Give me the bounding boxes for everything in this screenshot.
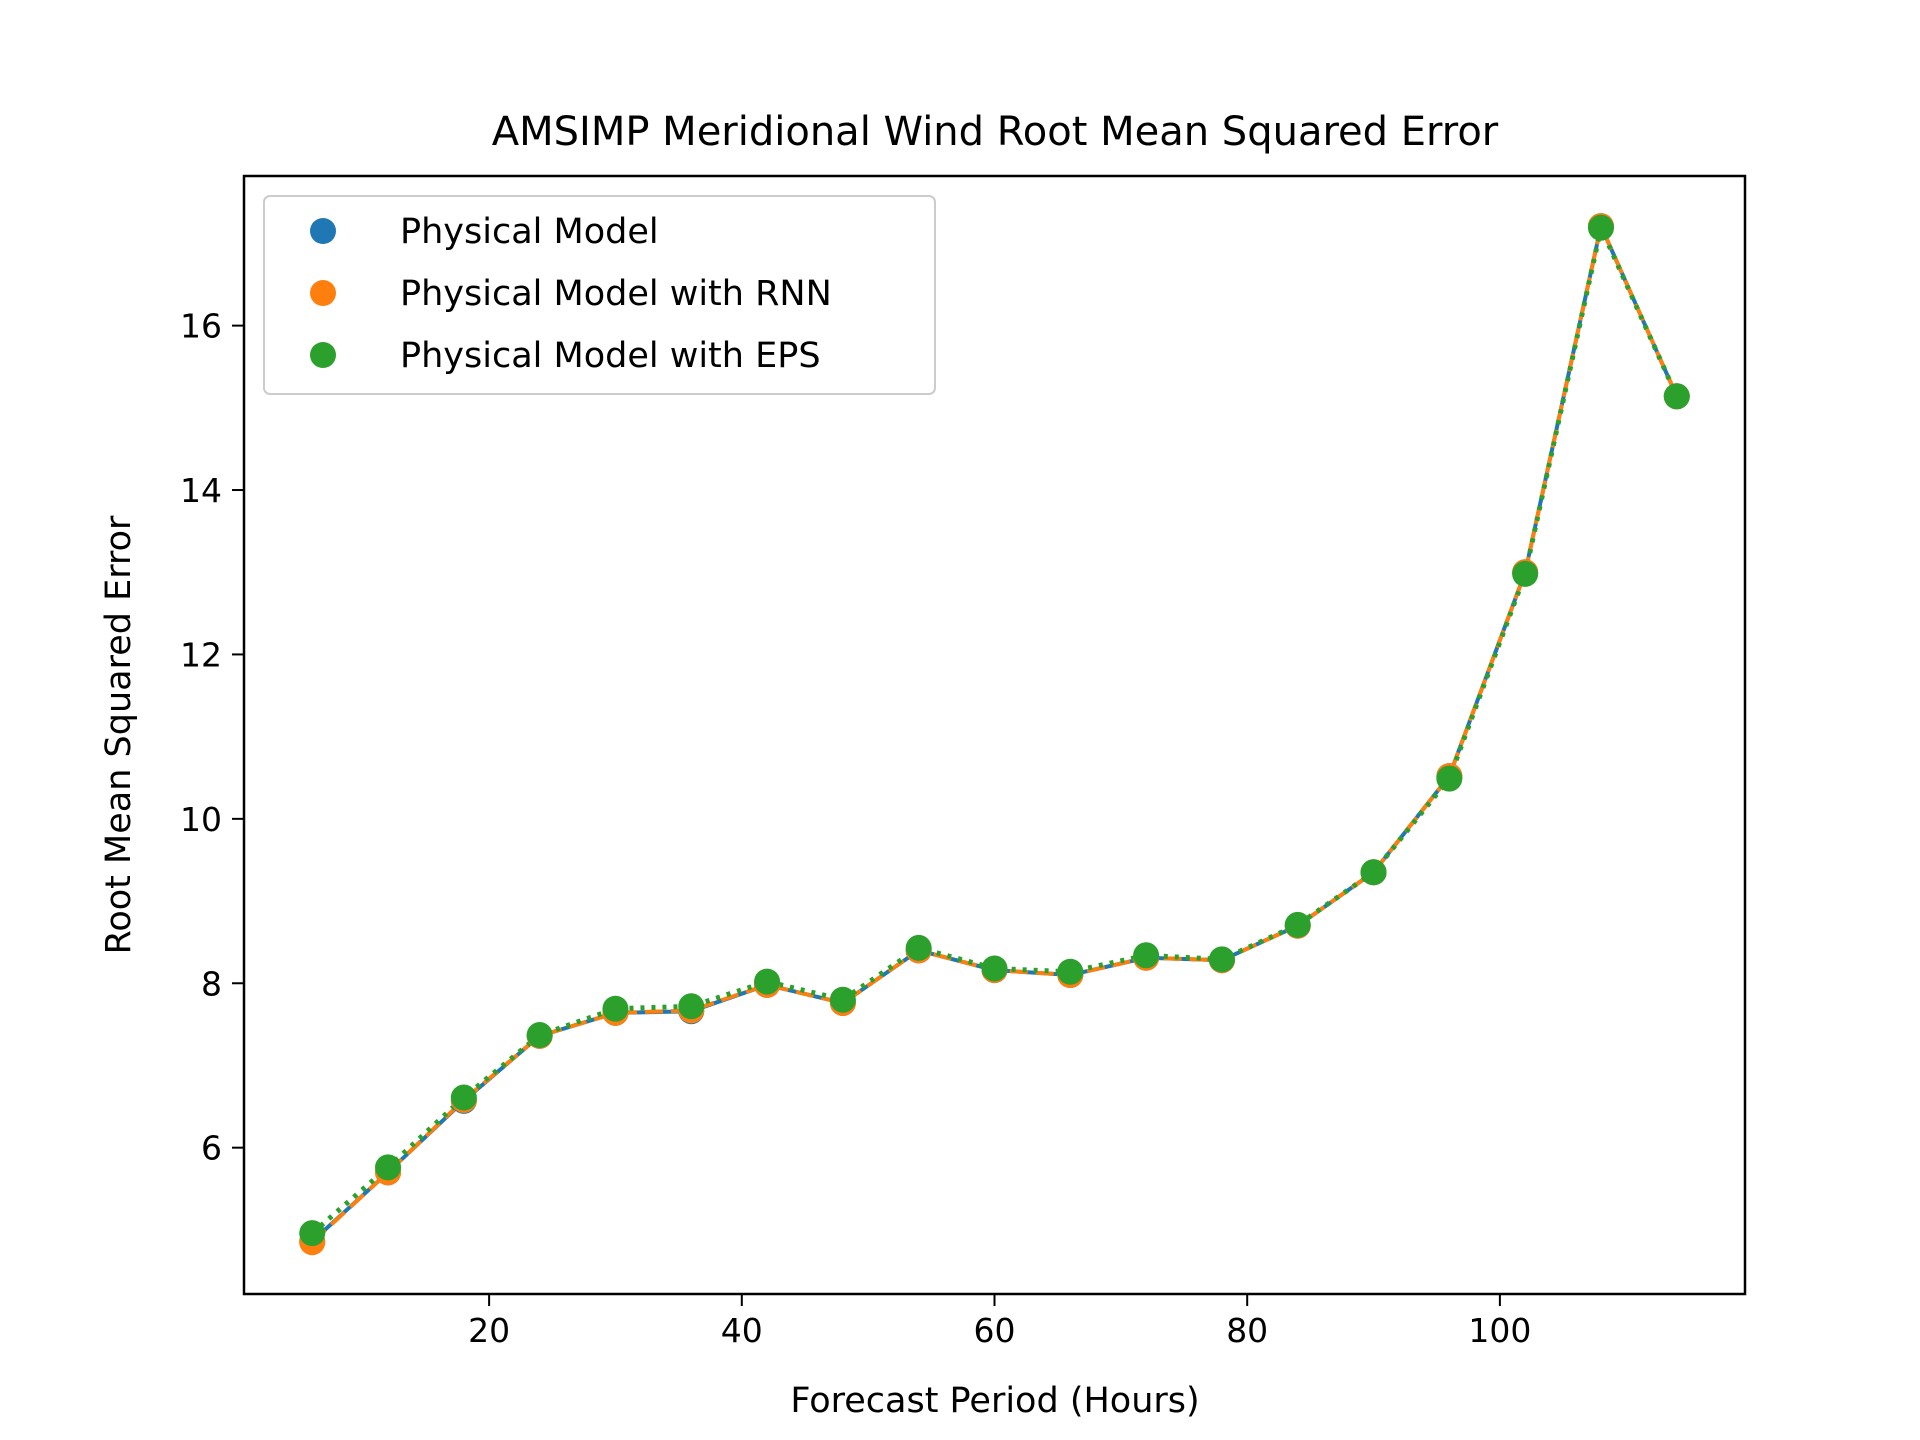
x-axis-ticks: 20 40 60 80 100 (468, 1294, 1531, 1350)
series-3-point (829, 986, 856, 1013)
series-3-point (981, 955, 1008, 982)
series-3-point (1208, 946, 1235, 973)
y-tick-label: 6 (201, 1129, 222, 1168)
y-axis-ticks: 6 8 10 12 14 16 (180, 307, 244, 1168)
x-tick-label: 20 (468, 1311, 510, 1350)
series-3-point (1360, 859, 1387, 886)
legend-label: Physical Model with RNN (400, 274, 832, 314)
y-tick-label: 10 (180, 800, 222, 839)
y-tick-label: 16 (180, 307, 222, 346)
x-tick-label: 40 (721, 1311, 763, 1350)
x-tick-label: 60 (974, 1311, 1016, 1350)
series-3-point (1133, 942, 1160, 969)
series-3-point (1057, 958, 1084, 985)
series-3-point (1663, 383, 1690, 410)
legend: Physical Model Physical Model with RNN Phy… (263, 195, 936, 395)
series-3-point (1284, 911, 1311, 938)
series-3-point (1512, 560, 1539, 587)
legend-label: Physical Model (400, 212, 659, 252)
series-3-point (375, 1154, 402, 1181)
series-3-point (678, 993, 705, 1020)
legend-marker (310, 342, 336, 368)
chart-title: AMSIMP Meridional Wind Root Mean Squared… (492, 109, 1499, 155)
legend-box (263, 195, 936, 395)
legend-marker (310, 280, 336, 306)
y-axis-label: Root Mean Squared Error (99, 515, 139, 954)
x-tick-label: 100 (1468, 1311, 1531, 1350)
y-tick-label: 14 (180, 471, 222, 510)
series-3-point (1436, 765, 1463, 792)
series-3-point (905, 934, 932, 961)
series-3-point (299, 1220, 326, 1247)
x-tick-label: 80 (1226, 1311, 1268, 1350)
y-tick-label: 12 (180, 635, 222, 674)
series-3-point (602, 995, 629, 1022)
x-axis-label: Forecast Period (Hours) (790, 1381, 1199, 1421)
legend-label: Physical Model with EPS (400, 336, 821, 376)
plot-frame (242, 174, 1747, 1296)
y-tick-label: 8 (201, 964, 222, 1003)
series-3-point (754, 968, 781, 995)
series-3-point (450, 1084, 477, 1111)
legend-marker (310, 218, 336, 244)
series-3-point (526, 1022, 553, 1049)
series-3-point (1587, 214, 1614, 241)
series-layer (299, 213, 1690, 1256)
